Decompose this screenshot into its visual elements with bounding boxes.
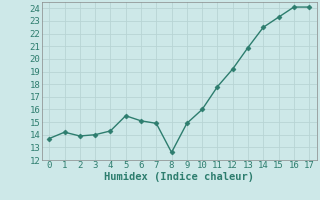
- X-axis label: Humidex (Indice chaleur): Humidex (Indice chaleur): [104, 172, 254, 182]
